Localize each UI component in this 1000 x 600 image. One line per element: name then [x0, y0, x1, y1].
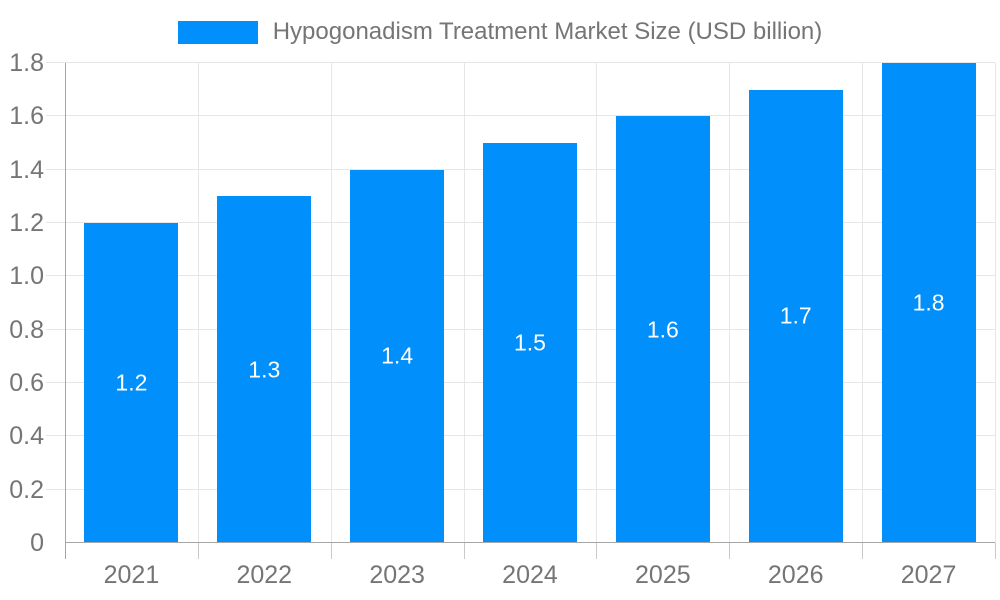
x-axis-tick: [729, 543, 731, 559]
bar-value-label: 1.3: [248, 356, 281, 383]
v-gridline: [330, 63, 332, 543]
bar-value-label: 1.6: [646, 316, 679, 343]
y-tick-label: 0: [30, 529, 44, 557]
bar[interactable]: 1.3: [217, 196, 312, 543]
v-gridline: [862, 63, 864, 543]
v-gridline: [463, 63, 465, 543]
y-tick-label: 1.8: [9, 49, 44, 77]
legend-label: Hypogonadism Treatment Market Size (USD …: [272, 18, 823, 45]
y-tick-label: 1.0: [9, 262, 44, 291]
x-axis-tick: [995, 543, 996, 559]
x-tick-label: 2022: [236, 561, 293, 589]
x-axis-tick: [463, 543, 465, 559]
y-tick-label: 0.2: [9, 475, 44, 504]
bar-slot: 1.5: [464, 63, 597, 543]
y-tick-label: 0.6: [9, 369, 44, 397]
v-gridline: [596, 63, 598, 543]
y-axis-line: [65, 63, 66, 559]
y-tick-label: 0.8: [9, 315, 44, 344]
v-gridline: [197, 63, 199, 543]
v-gridline: [995, 63, 996, 543]
x-tick-label: 2021: [103, 561, 160, 589]
bar-slot: 1.7: [729, 63, 862, 543]
bar-slot: 1.4: [331, 63, 464, 543]
bar-value-label: 1.4: [381, 342, 414, 369]
v-gridline: [729, 63, 731, 543]
x-tick-label: 2026: [767, 561, 824, 589]
bar-value-label: 1.8: [912, 289, 945, 316]
x-tick-label: 2023: [369, 561, 425, 589]
bar-slot: 1.6: [596, 63, 729, 543]
bar[interactable]: 1.7: [748, 89, 843, 543]
x-axis-line: [65, 542, 995, 543]
x-tick-label: 2025: [635, 561, 691, 589]
y-tick-label: 1.6: [9, 102, 44, 131]
h-gridline: [46, 115, 995, 117]
bar[interactable]: 1.5: [482, 143, 577, 543]
plot-area: 1.2 1.3 1.4 1.5 1.6 1.7 1.8: [46, 62, 996, 559]
bar-slot: 1.3: [198, 63, 331, 543]
legend-item[interactable]: Hypogonadism Treatment Market Size (USD …: [177, 18, 823, 46]
bar[interactable]: 1.8: [881, 63, 976, 543]
legend: Hypogonadism Treatment Market Size (USD …: [0, 18, 1000, 46]
bar[interactable]: 1.4: [350, 169, 445, 543]
y-tick-label: 1.4: [9, 155, 44, 184]
h-gridline: [46, 62, 995, 63]
y-tick-label: 0.4: [9, 422, 44, 451]
x-tick-label: 2027: [900, 561, 957, 589]
y-tick-label: 1.2: [9, 209, 44, 237]
bar[interactable]: 1.6: [615, 116, 710, 543]
x-axis-tick: [330, 543, 332, 559]
legend-swatch-icon: [177, 20, 258, 44]
bar-value-label: 1.7: [779, 302, 812, 329]
x-tick-label: 2024: [502, 561, 558, 589]
x-axis-tick: [596, 543, 598, 559]
bar[interactable]: 1.2: [84, 223, 179, 543]
x-axis-tick: [197, 543, 199, 559]
bar-slot: 1.8: [862, 63, 995, 543]
bar-value-label: 1.2: [115, 369, 148, 396]
bar-value-label: 1.5: [513, 329, 546, 356]
bar-slot: 1.2: [65, 63, 198, 543]
x-axis-tick: [862, 543, 864, 559]
